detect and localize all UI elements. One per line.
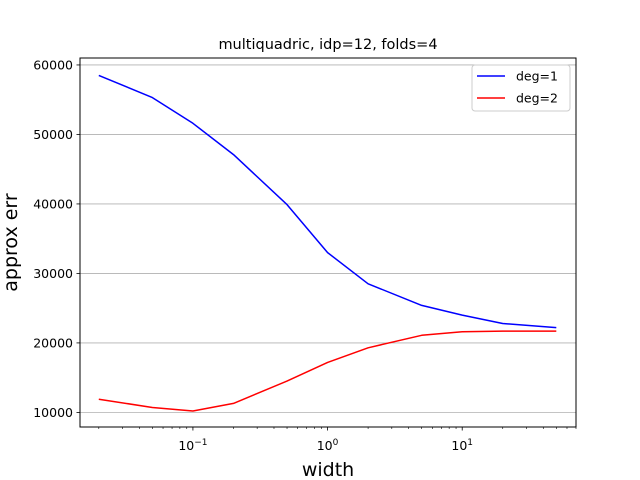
x-axis-label: width (302, 459, 354, 480)
y-tick-label: 30000 (33, 266, 73, 281)
y-tick-label: 10000 (33, 405, 73, 420)
series-line-deg-1 (98, 74, 557, 329)
plot-area (80, 58, 576, 427)
plot-frame (79, 57, 577, 428)
x-tick-label: 101 (451, 438, 473, 453)
chart-title: multiquadric, idp=12, folds=4 (218, 37, 437, 53)
legend-label: deg=1 (516, 69, 558, 84)
series-lines (98, 74, 557, 412)
legend-label: deg=2 (516, 91, 558, 106)
y-tick-label: 50000 (33, 127, 73, 142)
y-tick-label: 40000 (33, 196, 73, 211)
y-tick-label: 20000 (33, 335, 73, 350)
y-axis-ticks: 10000 20000 30000 40000 50000 60000 (33, 57, 80, 420)
x-axis-ticks: 10−1 100 101 (98, 427, 577, 453)
y-axis-label: approx err (0, 193, 22, 292)
x-tick-label: 10−1 (178, 438, 207, 453)
legend: deg=1 deg=2 (471, 64, 571, 112)
y-tick-label: 60000 (33, 57, 73, 72)
series-line-deg-2 (98, 330, 557, 412)
x-tick-label: 100 (317, 438, 339, 453)
